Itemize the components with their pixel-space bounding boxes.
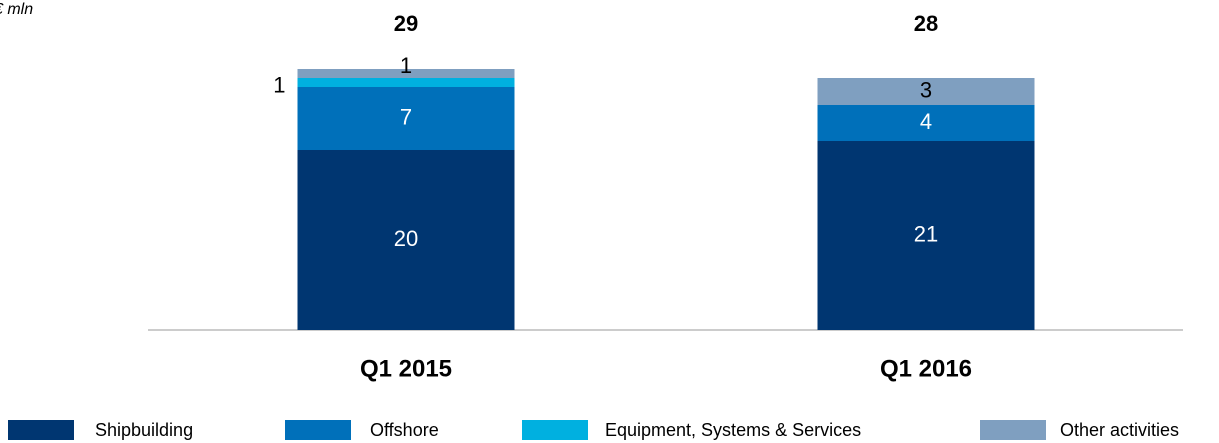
legend-label: Other activities (1060, 420, 1179, 440)
bar-segment (297, 150, 515, 330)
data-label: 21 (914, 221, 938, 246)
total-label: 29 (394, 11, 418, 36)
bar-segment (297, 87, 515, 150)
data-label: 7 (400, 104, 412, 129)
legend-label: Shipbuilding (95, 420, 193, 440)
legend-swatch (980, 420, 1046, 440)
legend-swatch (285, 420, 351, 440)
data-label: 1 (400, 53, 412, 78)
unit-label: € mln (0, 1, 33, 18)
bar-segment (817, 105, 1035, 141)
legend-label: Offshore (370, 420, 439, 440)
legend-swatch (522, 420, 588, 440)
total-label: 28 (914, 11, 938, 36)
data-label: 1 (273, 72, 285, 97)
data-label: 4 (920, 109, 932, 134)
legend-swatch (8, 420, 74, 440)
legend-label: Equipment, Systems & Services (605, 420, 861, 440)
x-tick-label: Q1 2015 (360, 355, 452, 382)
data-label: 3 (920, 77, 932, 102)
bar-segment (297, 78, 515, 87)
bar-segment (817, 141, 1035, 330)
data-label: 20 (394, 226, 418, 251)
bar-segment (297, 69, 515, 78)
x-tick-label: Q1 2016 (880, 355, 972, 382)
bar-segment (817, 78, 1035, 105)
